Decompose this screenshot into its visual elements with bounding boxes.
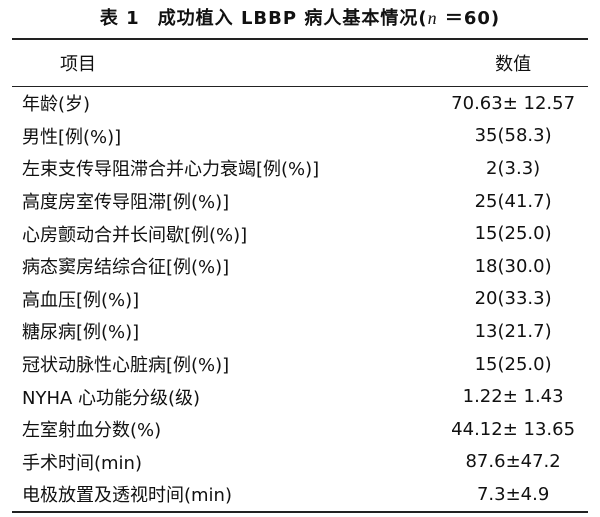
table-title: 表 1 成功植入 LBBP 病人基本情况(n ＝60)	[0, 4, 600, 30]
table-row: NYHA 心功能分级(级) 1.22± 1.43	[12, 380, 588, 413]
item-cell: 左束支传导阻滞合并心力衰竭[例(%)]	[22, 159, 320, 181]
item-cell: NYHA 心功能分级(级)	[22, 387, 201, 409]
value-cell: 15(25.0)	[474, 223, 552, 245]
item-cell: 男性[例(%)]	[22, 126, 122, 148]
title-text: 成功植入 LBBP 病人基本情况(	[157, 8, 428, 29]
header-row: 项目 数值	[12, 39, 588, 87]
table-row: 左束支传导阻滞合并心力衰竭[例(%)] 2(3.3)	[12, 152, 588, 185]
table-row: 电极放置及透视时间(min) 7.3±4.9	[12, 478, 588, 512]
item-cell: 糖尿病[例(%)]	[22, 322, 140, 344]
item-cell: 高血压[例(%)]	[22, 289, 140, 311]
table-row: 心房颤动合并长间歇[例(%)] 15(25.0)	[12, 217, 588, 250]
value-cell: 18(30.0)	[474, 255, 552, 277]
table-number: 表 1	[99, 8, 140, 29]
item-cell: 冠状动脉性心脏病[例(%)]	[22, 355, 230, 377]
table-row: 手术时间(min) 87.6±47.2	[12, 446, 588, 479]
table-row: 病态窦房结综合征[例(%)] 18(30.0)	[12, 250, 588, 283]
item-cell: 心房颤动合并长间歇[例(%)]	[22, 224, 248, 246]
value-cell: 13(21.7)	[474, 320, 552, 342]
value-cell: 44.12± 13.65	[451, 418, 576, 440]
value-cell: 25(41.7)	[474, 190, 552, 212]
title-tail: ＝60)	[437, 8, 501, 29]
table-row: 左室射血分数(%) 44.12± 13.65	[12, 413, 588, 446]
value-cell: 1.22± 1.43	[462, 386, 564, 408]
item-cell: 手术时间(min)	[22, 452, 142, 474]
header-cell: 项目	[60, 54, 96, 75]
value-cell: 2(3.3)	[486, 157, 541, 179]
table-body: 年龄(岁) 70.63± 12.57 男性[例(%)] 35(58.3) 左束支传导阻滞…	[12, 87, 588, 512]
item-cell: 年龄(岁)	[22, 94, 91, 116]
table-row: 糖尿病[例(%)] 13(21.7)	[12, 315, 588, 348]
value-cell: 20(33.3)	[474, 288, 552, 310]
item-cell: 电极放置及透视时间(min)	[22, 485, 232, 507]
value-cell: 35(58.3)	[474, 125, 552, 147]
header-cell: 数值	[495, 54, 532, 75]
table-row: 高度房室传导阻滞[例(%)] 25(41.7)	[12, 185, 588, 218]
item-cell: 病态窦房结综合征[例(%)]	[22, 257, 230, 279]
table: 项目 数值 年龄(岁) 70.63± 12.57 男性[例(%)] 35(58.3) 左…	[12, 38, 588, 513]
table-row: 年龄(岁) 70.63± 12.57	[12, 87, 588, 120]
item-cell: 左室射血分数(%)	[22, 420, 162, 442]
value-cell: 70.63± 12.57	[451, 92, 576, 114]
table-row: 高血压[例(%)] 20(33.3)	[12, 283, 588, 316]
value-cell: 15(25.0)	[474, 353, 552, 375]
table-row: 冠状动脉性心脏病[例(%)] 15(25.0)	[12, 348, 588, 381]
value-cell: 7.3±4.9	[476, 483, 550, 505]
value-cell: 87.6±47.2	[465, 451, 561, 473]
table-row: 男性[例(%)] 35(58.3)	[12, 120, 588, 153]
item-cell: 高度房室传导阻滞[例(%)]	[22, 192, 230, 214]
title-variable: n	[427, 8, 438, 28]
